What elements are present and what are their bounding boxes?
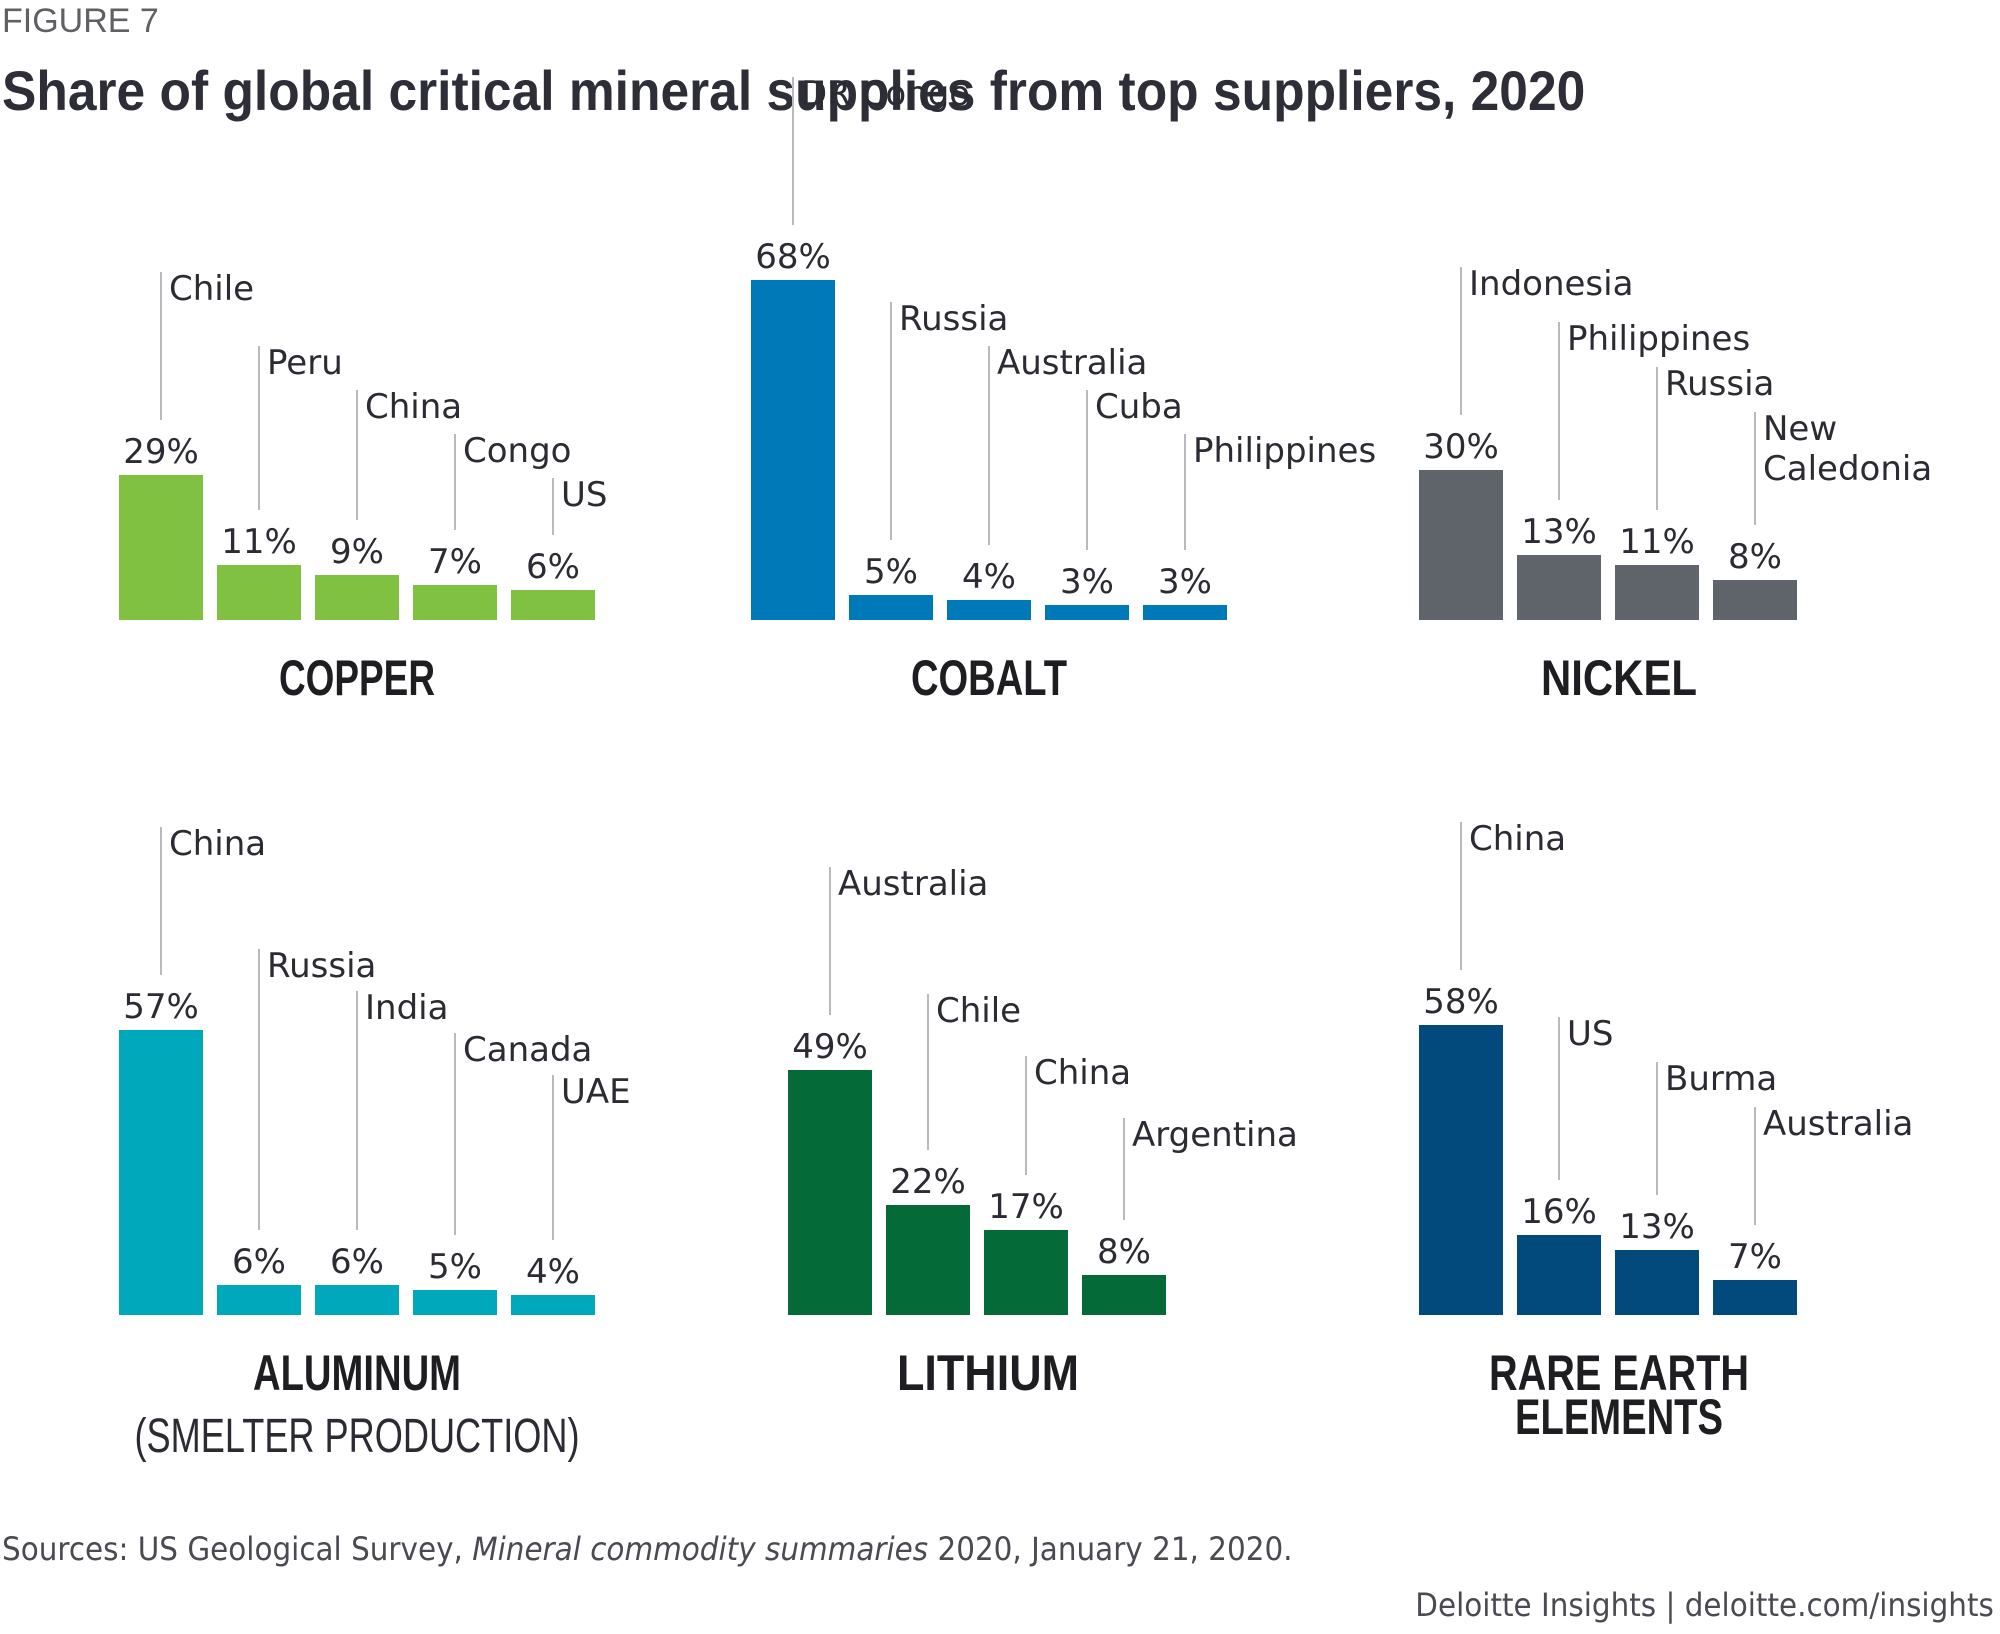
country-label: Russia bbox=[899, 299, 1008, 339]
value-label: 8% bbox=[1728, 537, 1782, 577]
value-label: 5% bbox=[428, 1247, 482, 1287]
bar-aluminum-3 bbox=[413, 1290, 497, 1315]
value-label: 7% bbox=[1728, 1237, 1782, 1277]
value-label: 22% bbox=[890, 1162, 966, 1202]
value-label: 8% bbox=[1097, 1232, 1151, 1272]
country-label: Australia bbox=[1763, 1104, 1913, 1144]
panel-title: ELEMENTS bbox=[1515, 1389, 1723, 1445]
value-label: 6% bbox=[330, 1242, 384, 1282]
bar-rare-earth-elements-3 bbox=[1713, 1280, 1797, 1315]
value-label: 17% bbox=[988, 1187, 1064, 1227]
source-suffix: 2020, January 21, 2020. bbox=[928, 1530, 1293, 1568]
value-label: 3% bbox=[1158, 562, 1212, 602]
panel-title: COBALT bbox=[911, 650, 1067, 706]
value-label: 13% bbox=[1521, 512, 1597, 552]
bar-rare-earth-elements-2 bbox=[1615, 1250, 1699, 1315]
source-note: Sources: US Geological Survey, Mineral c… bbox=[2, 1530, 1293, 1568]
country-label: Chile bbox=[936, 991, 1021, 1031]
bar-lithium-0 bbox=[788, 1070, 872, 1315]
bar-copper-2 bbox=[315, 575, 399, 620]
bar-aluminum-1 bbox=[217, 1285, 301, 1315]
country-label: Peru bbox=[267, 343, 343, 383]
bar-copper-1 bbox=[217, 565, 301, 620]
value-label: 6% bbox=[526, 547, 580, 587]
bar-copper-3 bbox=[413, 585, 497, 620]
bar-cobalt-1 bbox=[849, 595, 933, 620]
value-label: 57% bbox=[123, 987, 199, 1027]
bar-cobalt-0 bbox=[751, 280, 835, 620]
country-label: Burma bbox=[1665, 1059, 1777, 1099]
bar-nickel-3 bbox=[1713, 580, 1797, 620]
country-label: Argentina bbox=[1132, 1115, 1298, 1155]
bar-nickel-1 bbox=[1517, 555, 1601, 620]
country-label: Russia bbox=[267, 946, 376, 986]
country-label: India bbox=[365, 988, 448, 1028]
value-label: 30% bbox=[1423, 427, 1499, 467]
country-label: US bbox=[561, 475, 607, 515]
value-label: 5% bbox=[864, 552, 918, 592]
bar-lithium-2 bbox=[984, 1230, 1068, 1315]
country-label: Russia bbox=[1665, 364, 1774, 404]
value-label: 4% bbox=[962, 557, 1016, 597]
value-label: 16% bbox=[1521, 1192, 1597, 1232]
country-label: Indonesia bbox=[1469, 264, 1633, 304]
value-label: 13% bbox=[1619, 1207, 1695, 1247]
country-label: Cuba bbox=[1095, 387, 1183, 427]
bar-aluminum-4 bbox=[511, 1295, 595, 1315]
country-label: Chile bbox=[169, 269, 254, 309]
panel-title: LITHIUM bbox=[897, 1345, 1079, 1401]
value-label: 6% bbox=[232, 1242, 286, 1282]
panel-title: ALUMINUM bbox=[253, 1345, 461, 1401]
country-label: US bbox=[1567, 1014, 1613, 1054]
value-label: 68% bbox=[755, 237, 831, 277]
country-label: Philippines bbox=[1193, 431, 1376, 471]
country-label: Canada bbox=[463, 1030, 592, 1070]
value-label: 3% bbox=[1060, 562, 1114, 602]
country-label: China bbox=[1034, 1053, 1131, 1093]
bar-cobalt-3 bbox=[1045, 605, 1129, 620]
country-label: DR Congo bbox=[801, 74, 970, 114]
country-label: Australia bbox=[838, 864, 988, 904]
country-label: China bbox=[1469, 819, 1566, 859]
credit-line: Deloitte Insights | deloitte.com/insight… bbox=[1415, 1586, 1994, 1624]
panel-title: RARE EARTH bbox=[1489, 1345, 1749, 1401]
source-italic: Mineral commodity summaries bbox=[472, 1530, 929, 1568]
panel-title: COPPER bbox=[279, 650, 435, 706]
value-label: 29% bbox=[123, 432, 199, 472]
value-label: 49% bbox=[792, 1027, 868, 1067]
value-label: 4% bbox=[526, 1252, 580, 1292]
country-label: Australia bbox=[997, 343, 1147, 383]
panel-title: NICKEL bbox=[1541, 650, 1697, 706]
value-label: 7% bbox=[428, 542, 482, 582]
bar-aluminum-0 bbox=[119, 1030, 203, 1315]
value-label: 11% bbox=[221, 522, 297, 562]
bar-lithium-3 bbox=[1082, 1275, 1166, 1315]
value-label: 58% bbox=[1423, 982, 1499, 1022]
value-label: 11% bbox=[1619, 522, 1695, 562]
country-label: Philippines bbox=[1567, 319, 1750, 359]
bar-rare-earth-elements-0 bbox=[1419, 1025, 1503, 1315]
bar-cobalt-4 bbox=[1143, 605, 1227, 620]
panel-subtitle: (SMELTER PRODUCTION) bbox=[135, 1410, 580, 1463]
country-label: China bbox=[365, 387, 462, 427]
bar-cobalt-2 bbox=[947, 600, 1031, 620]
figure-label: FIGURE 7 bbox=[2, 2, 159, 40]
country-label: Congo bbox=[463, 431, 571, 471]
bar-copper-0 bbox=[119, 475, 203, 620]
bar-copper-4 bbox=[511, 590, 595, 620]
bar-rare-earth-elements-1 bbox=[1517, 1235, 1601, 1315]
country-label: China bbox=[169, 824, 266, 864]
source-prefix: Sources: US Geological Survey, bbox=[2, 1530, 473, 1568]
bar-aluminum-2 bbox=[315, 1285, 399, 1315]
value-label: 9% bbox=[330, 532, 384, 572]
bar-nickel-0 bbox=[1419, 470, 1503, 620]
country-label: UAE bbox=[561, 1072, 631, 1112]
country-label: New bbox=[1763, 409, 1837, 449]
country-label: Caledonia bbox=[1763, 449, 1932, 489]
bar-nickel-2 bbox=[1615, 565, 1699, 620]
bar-lithium-1 bbox=[886, 1205, 970, 1315]
